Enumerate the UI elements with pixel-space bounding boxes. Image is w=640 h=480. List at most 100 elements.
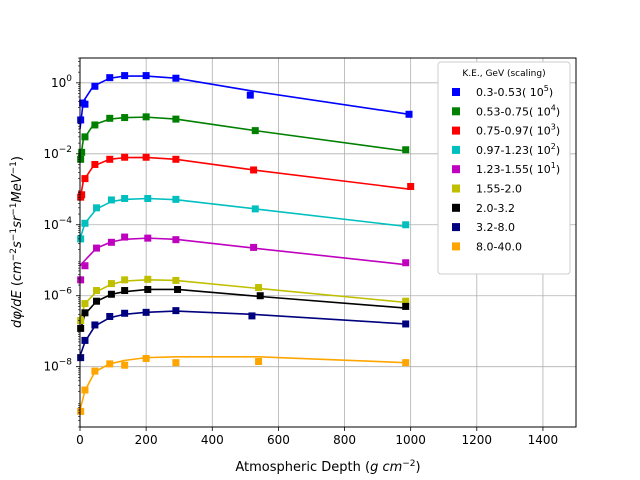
series-1-23-1-55-point: [172, 236, 180, 244]
series-0-3-0-53-point: [77, 116, 85, 124]
x-tick-label: 600: [267, 433, 290, 447]
series-0-53-0-75-point: [91, 121, 99, 129]
series-2-0-3-2-point: [402, 302, 410, 310]
series-1-55-2-0-point: [402, 297, 410, 305]
legend-entry-label: 1.55-2.0: [476, 183, 522, 196]
series-0-3-0-53-point: [106, 74, 114, 82]
y-axis-label: dφ/dE (cm−2s−1sr−1MeV−1): [9, 156, 25, 328]
x-tick-label: 1400: [528, 433, 559, 447]
series-0-3-0-53-point: [246, 91, 254, 99]
series-0-3-0-53-point: [405, 110, 413, 118]
legend-entry-label: 0.75-0.97( 103): [476, 123, 560, 138]
series-0-97-1-23-point: [121, 194, 129, 202]
series-1-23-1-55-point: [77, 276, 85, 284]
series-1-23-1-55-point: [402, 259, 410, 267]
legend-marker: [452, 184, 460, 193]
legend-marker: [452, 203, 460, 212]
series-0-97-1-23-point: [144, 194, 152, 202]
series-0-53-0-75-point: [121, 114, 129, 122]
series-0-75-0-97-point: [91, 160, 99, 168]
series-2-0-3-2-point: [107, 290, 115, 298]
x-tick-label: 1200: [462, 433, 493, 447]
legend-title: K.E., GeV (scaling): [462, 69, 545, 79]
data-markers: [77, 72, 415, 415]
legend-entry-label: 3.2-8.0: [476, 221, 515, 234]
series-0-53-0-75-point: [402, 146, 410, 154]
legend-marker: [452, 107, 460, 116]
x-tick-label: 800: [333, 433, 356, 447]
series-3-2-8-0-point: [91, 321, 99, 329]
series-3-2-8-0-point: [142, 308, 150, 316]
series-8-0-40-0-point: [81, 386, 89, 394]
series-2-0-3-2-point: [121, 287, 129, 295]
series-0-97-1-23-point: [81, 219, 89, 227]
series-3-2-8-0-point: [77, 354, 85, 362]
series-2-0-3-2-point: [174, 285, 182, 293]
series-2-0-3-2-point: [81, 309, 89, 317]
legend-entry-label: 1.23-1.55( 101): [476, 161, 560, 176]
series-2-0-3-2-point: [144, 285, 152, 293]
series-2-0-3-2-point: [77, 324, 85, 332]
legend-marker: [452, 88, 460, 96]
series-0-75-0-97-point: [78, 191, 86, 199]
legend-entry-label: 8.0-40.0: [476, 240, 522, 253]
series-3-2-8-0-fit-line: [79, 310, 406, 357]
series-0-97-1-23-point: [93, 204, 101, 212]
series-0-75-0-97-point: [172, 155, 180, 163]
series-3-2-8-0-point: [402, 320, 410, 328]
x-tick-label: 200: [135, 433, 158, 447]
series-1-23-1-55-point: [144, 234, 152, 242]
legend-marker: [452, 223, 460, 232]
y-tick-label: 10−8: [43, 358, 72, 374]
plot-frame: [79, 57, 577, 428]
series-0-53-0-75-point: [251, 127, 259, 135]
legend-marker: [452, 145, 460, 154]
series-0-75-0-97-point: [142, 153, 150, 161]
series-0-53-0-75-point: [172, 115, 180, 123]
series-8-0-40-0-point: [77, 407, 85, 415]
series-0-53-0-75-point: [78, 148, 86, 156]
y-tick-label: 10−2: [43, 145, 72, 161]
legend-entry-label: 0.53-0.75( 104): [476, 103, 560, 118]
series-1-55-2-0-point: [81, 300, 89, 308]
series-1-55-2-0-point: [121, 276, 129, 284]
y-tick-label: 10−4: [43, 216, 72, 232]
y-tick-label: 10−6: [43, 287, 72, 303]
legend-marker: [452, 242, 460, 251]
series-1-23-1-55-point: [121, 233, 129, 241]
x-tick-label: 1000: [395, 433, 426, 447]
series-1-55-2-0-point: [255, 284, 263, 292]
series-8-0-40-0-point: [121, 361, 129, 369]
series-0-75-0-97-point: [106, 155, 114, 163]
x-tick-label: 400: [201, 433, 224, 447]
series-0-53-0-75-point: [81, 133, 89, 141]
series-2-0-3-2-point: [93, 297, 101, 305]
series-1-23-1-55-fit-line: [79, 237, 406, 267]
series-0-3-0-53-point: [81, 100, 89, 108]
series-0-75-0-97-point: [407, 182, 415, 190]
series-0-97-1-23-point: [402, 221, 410, 229]
series-8-0-40-0-point: [402, 359, 410, 367]
fit-lines: [79, 75, 411, 411]
series-0-97-1-23-point: [77, 235, 85, 243]
series-0-75-0-97-fit-line: [79, 156, 411, 201]
series-3-2-8-0-point: [106, 312, 114, 320]
series-0-97-1-23-point: [251, 205, 259, 213]
legend-items: 0.3-0.53( 105) 0.53-0.75( 104) 0.75-0.97( …: [452, 84, 560, 253]
series-0-53-0-75-fit-line: [79, 116, 406, 162]
series-3-2-8-0-point: [121, 309, 129, 317]
series-1-55-2-0-point: [93, 287, 101, 295]
series-3-2-8-0-point: [172, 307, 180, 315]
legend-entry-label: 0.97-1.23( 102): [476, 142, 560, 157]
series-0-53-0-75-point: [106, 114, 114, 122]
series-2-0-3-2-point: [256, 292, 264, 300]
series-8-0-40-0-point: [255, 357, 263, 365]
x-axis: 0 200 400 600 800 1000 1200 1400: [76, 427, 558, 447]
y-axis: 100 10−2 10−4 10−6 10−8: [43, 57, 80, 428]
series-8-0-40-0-fit-line: [79, 355, 406, 411]
x-axis-label: Atmospheric Depth (g cm−2): [235, 459, 420, 475]
series-0-53-0-75-point: [142, 113, 150, 121]
series-0-3-0-53-fit-line: [79, 75, 410, 130]
legend-box: [437, 61, 571, 275]
